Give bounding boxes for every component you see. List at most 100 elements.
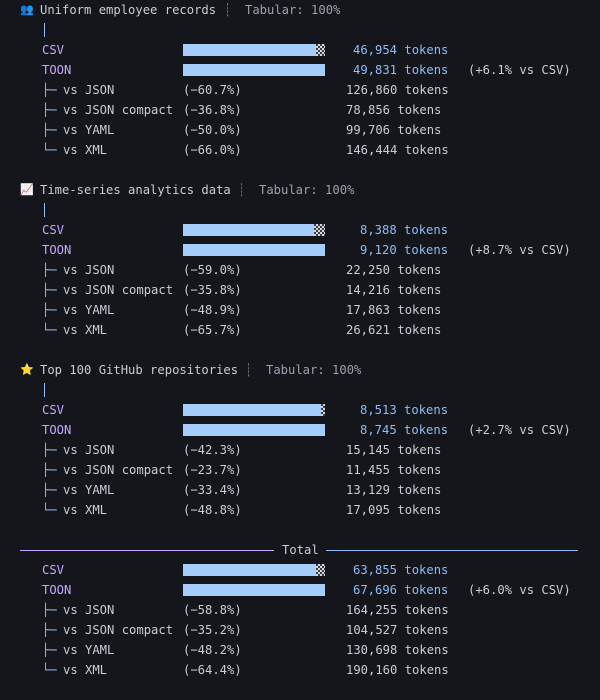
- tree-branch: ├─: [42, 103, 57, 117]
- comparison-tokens: 13,129 tokens: [346, 483, 442, 497]
- comparison-percent: (−58.8%): [183, 603, 242, 617]
- csv-label: CSV: [42, 563, 65, 577]
- toon-tokens: 49,831 tokens: [353, 63, 449, 77]
- comparison-percent: (−60.7%): [183, 83, 242, 97]
- csv-bar-remainder: [316, 564, 325, 576]
- chart-icon: 📈: [20, 183, 34, 196]
- comparison-label: vs XML: [63, 323, 108, 337]
- toon-delta: (+6.0% vs CSV): [468, 583, 571, 597]
- comparison-label: vs XML: [63, 663, 108, 677]
- toon-bar: [183, 584, 325, 596]
- comparison-tokens: 22,250 tokens: [346, 263, 442, 277]
- comparison-percent: (−66.0%): [183, 143, 242, 157]
- comparison-percent: (−35.2%): [183, 623, 242, 637]
- section-title: Time-series analytics data: [40, 183, 231, 197]
- comparison-row: └─ vs XML (−66.0%) 146,444 tokens: [0, 140, 600, 160]
- tree-branch: ├─: [42, 83, 57, 97]
- comparison-row: ├─ vs JSON (−60.7%) 126,860 tokens: [0, 80, 600, 100]
- comparison-row: ├─ vs YAML (−50.0%) 99,706 tokens: [0, 120, 600, 140]
- csv-label: CSV: [42, 43, 65, 57]
- comparison-row: ├─ vs JSON compact (−36.8%) 78,856 tokens: [0, 100, 600, 120]
- comparison-percent: (−35.8%): [183, 283, 242, 297]
- tree-branch: ├─: [42, 603, 57, 617]
- tabular-label: Tabular: 100%: [266, 363, 362, 377]
- csv-bar: [183, 404, 321, 416]
- toon-label: TOON: [42, 63, 72, 77]
- tabular-label: Tabular: 100%: [245, 3, 341, 17]
- csv-bar-remainder: [314, 224, 325, 236]
- toon-tokens: 67,696 tokens: [353, 583, 449, 597]
- comparison-row: ├─ vs JSON compact (−35.2%) 104,527 tokens: [0, 620, 600, 640]
- comparison-tokens: 14,216 tokens: [346, 283, 442, 297]
- total-header: Total: [0, 540, 600, 560]
- comparison-label: vs YAML: [63, 643, 115, 657]
- tree-branch: ├─: [42, 443, 57, 457]
- comparison-percent: (−48.2%): [183, 643, 242, 657]
- comparison-label: vs YAML: [63, 123, 115, 137]
- toon-label: TOON: [42, 423, 72, 437]
- toon-bar: [183, 424, 325, 436]
- divider-left: [20, 550, 274, 551]
- toon-delta: (+2.7% vs CSV): [468, 423, 571, 437]
- divider-right: [326, 550, 578, 551]
- tree-connector: [44, 383, 45, 397]
- tree-branch: ├─: [42, 463, 57, 477]
- section-title: Uniform employee records: [40, 3, 217, 17]
- comparison-row: ├─ vs JSON (−42.3%) 15,145 tokens: [0, 440, 600, 460]
- csv-row: CSV 8,388 tokens: [0, 220, 600, 240]
- toon-label: TOON: [42, 583, 72, 597]
- comparison-percent: (−42.3%): [183, 443, 242, 457]
- tree-connector: [44, 23, 45, 37]
- comparison-tokens: 26,621 tokens: [346, 323, 442, 337]
- comparison-label: vs JSON: [63, 263, 115, 277]
- tree-branch: └─: [42, 323, 57, 337]
- tree-branch: └─: [42, 503, 57, 517]
- comparison-row: ├─ vs YAML (−48.2%) 130,698 tokens: [0, 640, 600, 660]
- comparison-row: ├─ vs YAML (−33.4%) 13,129 tokens: [0, 480, 600, 500]
- comparison-label: vs YAML: [63, 303, 115, 317]
- tree-branch: ├─: [42, 263, 57, 277]
- comparison-label: vs YAML: [63, 483, 115, 497]
- comparison-label: vs JSON compact: [63, 463, 174, 477]
- comparison-row: └─ vs XML (−64.4%) 190,160 tokens: [0, 660, 600, 680]
- toon-tokens: 8,745 tokens: [360, 423, 449, 437]
- people-icon: 👥: [20, 3, 34, 16]
- comparison-row: ├─ vs JSON (−58.8%) 164,255 tokens: [0, 600, 600, 620]
- comparison-row: └─ vs XML (−48.8%) 17,095 tokens: [0, 500, 600, 520]
- csv-bar: [183, 44, 316, 56]
- csv-tokens: 8,513 tokens: [360, 403, 449, 417]
- comparison-tokens: 146,444 tokens: [346, 143, 449, 157]
- comparison-tokens: 99,706 tokens: [346, 123, 442, 137]
- section-header: ⭐ Top 100 GitHub repositories ┊ Tabular:…: [0, 360, 600, 380]
- comparison-percent: (−64.4%): [183, 663, 242, 677]
- tree-connector: [44, 203, 45, 217]
- comparison-percent: (−48.9%): [183, 303, 242, 317]
- comparison-row: └─ vs XML (−65.7%) 26,621 tokens: [0, 320, 600, 340]
- comparison-label: vs XML: [63, 503, 108, 517]
- toon-delta: (+8.7% vs CSV): [468, 243, 571, 257]
- comparison-label: vs JSON: [63, 83, 115, 97]
- comparison-percent: (−36.8%): [183, 103, 242, 117]
- comparison-row: ├─ vs JSON (−59.0%) 22,250 tokens: [0, 260, 600, 280]
- comparison-tokens: 104,527 tokens: [346, 623, 449, 637]
- tree-branch: ├─: [42, 123, 57, 137]
- csv-label: CSV: [42, 223, 65, 237]
- comparison-label: vs JSON compact: [63, 103, 174, 117]
- csv-label: CSV: [42, 403, 65, 417]
- comparison-label: vs JSON compact: [63, 623, 174, 637]
- toon-row: TOON 49,831 tokens (+6.1% vs CSV): [0, 60, 600, 80]
- toon-label: TOON: [42, 243, 72, 257]
- comparison-percent: (−33.4%): [183, 483, 242, 497]
- comparison-tokens: 78,856 tokens: [346, 103, 442, 117]
- benchmark-output: 👥 Uniform employee records ┊ Tabular: 10…: [0, 3, 600, 680]
- comparison-label: vs XML: [63, 143, 108, 157]
- comparison-tokens: 17,095 tokens: [346, 503, 442, 517]
- csv-row: CSV 46,954 tokens: [0, 40, 600, 60]
- tabular-label: Tabular: 100%: [259, 183, 355, 197]
- comparison-tokens: 17,863 tokens: [346, 303, 442, 317]
- tree-branch: ├─: [42, 643, 57, 657]
- tree-branch: ├─: [42, 623, 57, 637]
- total-title: Total: [282, 543, 319, 557]
- csv-tokens: 46,954 tokens: [353, 43, 449, 57]
- csv-row: CSV 8,513 tokens: [0, 400, 600, 420]
